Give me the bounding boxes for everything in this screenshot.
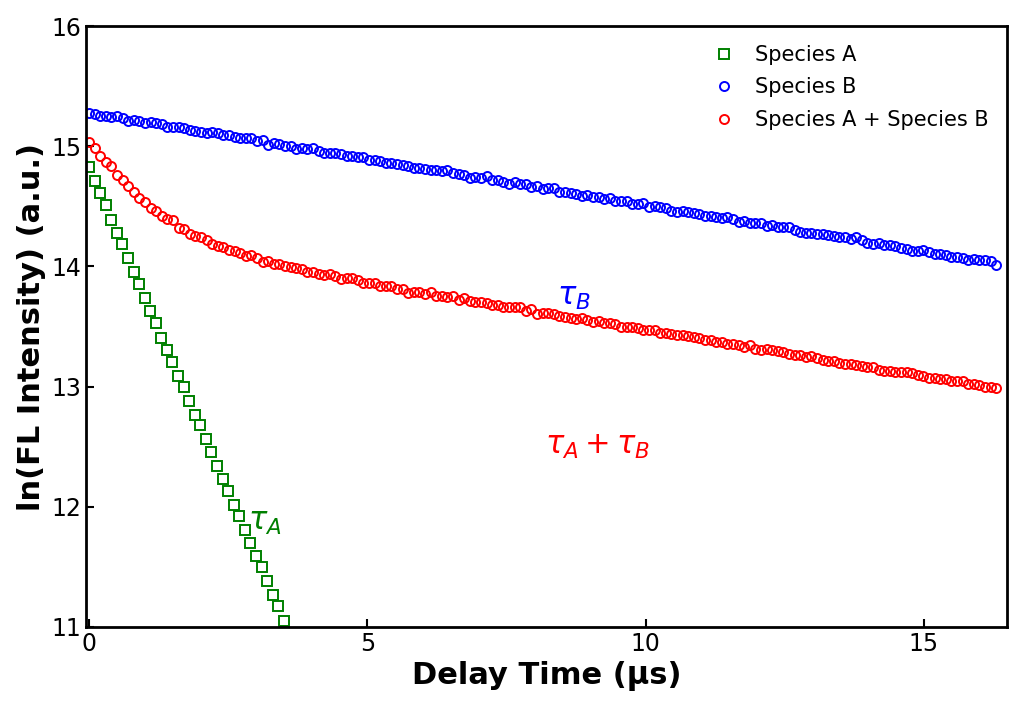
- Legend: Species A, Species B, Species A + Species B: Species A, Species B, Species A + Specie…: [694, 37, 997, 138]
- Species A: [188, 411, 201, 419]
- Species B: [794, 227, 806, 236]
- Species A: [311, 693, 324, 702]
- Species A: [133, 280, 145, 288]
- X-axis label: Delay Time (μs): Delay Time (μs): [412, 661, 682, 691]
- Species A: [250, 552, 262, 560]
- Species A: [94, 189, 106, 198]
- Species A: [205, 448, 217, 457]
- Species A: [172, 372, 184, 380]
- Line: Species A + Species B: Species A + Species B: [84, 138, 1000, 393]
- Species A: [233, 512, 246, 520]
- Species A: [166, 358, 178, 367]
- Species A: [127, 268, 139, 276]
- Species A: [195, 421, 207, 429]
- Species A: [150, 319, 162, 327]
- Species A: [144, 307, 157, 315]
- Species A: [216, 474, 228, 483]
- Species A: [99, 201, 112, 210]
- Species A: [284, 629, 296, 637]
- Species A + Species B: [794, 351, 806, 360]
- Species A: [83, 164, 95, 172]
- Species A + Species B: [923, 374, 935, 382]
- Species A: [200, 435, 212, 444]
- Species A: [255, 562, 267, 571]
- Y-axis label: ln(FL Intensity) (a.u.): ln(FL Intensity) (a.u.): [16, 142, 46, 510]
- Species A: [117, 240, 129, 249]
- Species A: [289, 644, 301, 652]
- Species A: [305, 680, 317, 688]
- Species A + Species B: [979, 382, 991, 391]
- Species A: [300, 668, 312, 676]
- Species A + Species B: [743, 341, 756, 350]
- Species A: [111, 229, 123, 237]
- Line: Species B: Species B: [84, 108, 1000, 269]
- Species A: [177, 383, 189, 392]
- Species A: [245, 539, 257, 547]
- Species A: [161, 346, 173, 355]
- Species A: [88, 177, 100, 185]
- Species B: [83, 108, 95, 117]
- Species B: [743, 219, 756, 227]
- Species A: [278, 617, 290, 626]
- Species A: [138, 293, 151, 302]
- Species B: [335, 150, 347, 159]
- Species A: [266, 591, 279, 600]
- Species A: [261, 577, 273, 586]
- Species A + Species B: [861, 363, 873, 372]
- Line: Species A: Species A: [84, 163, 322, 702]
- Species B: [861, 239, 873, 247]
- Species A: [211, 462, 223, 471]
- Species A: [294, 656, 306, 664]
- Species A: [222, 486, 234, 495]
- Species A: [272, 603, 285, 611]
- Species A + Species B: [335, 275, 347, 283]
- Species A: [183, 397, 196, 406]
- Text: $\tau_A$: $\tau_A$: [248, 508, 282, 537]
- Species A + Species B: [990, 384, 1002, 392]
- Species B: [923, 248, 935, 256]
- Species A: [239, 526, 251, 535]
- Species A: [122, 253, 134, 262]
- Species A: [105, 216, 118, 224]
- Text: $\tau_B$: $\tau_B$: [556, 283, 590, 312]
- Species A: [227, 501, 240, 509]
- Species B: [979, 256, 991, 265]
- Text: $\tau_A + \tau_B$: $\tau_A + \tau_B$: [546, 432, 650, 461]
- Species A + Species B: [83, 138, 95, 147]
- Species B: [990, 261, 1002, 269]
- Species A: [156, 333, 168, 342]
